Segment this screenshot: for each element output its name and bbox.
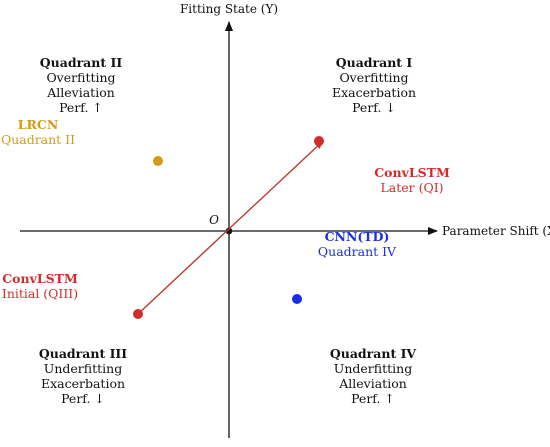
quadrant-iv-line-1: Underfitting [334,361,412,376]
quadrant-iii-block: Quadrant III Underfitting Exacerbation P… [39,346,127,406]
convlstm-initial-point [133,309,143,319]
lrcn-label: LRCN Quadrant II [1,117,75,147]
quadrant-iv-block: Quadrant IV Underfitting Alleviation Per… [330,346,417,406]
quadrant-i-block: Quadrant I Overfitting Exacerbation Perf… [332,55,416,115]
origin-dot [225,227,233,235]
quadrant-iv-line-3: Perf. ↑ [351,391,395,406]
quadrant-i-line-3: Perf. ↓ [352,100,396,115]
convlstm-later-point [314,136,324,146]
lrcn-name: LRCN [18,117,59,132]
quadrant-iii-title: Quadrant III [39,346,127,361]
convlstm-later-name: ConvLSTM [374,165,450,180]
convlstm-initial-sub: Initial (QIII) [2,286,78,301]
lrcn-point [153,156,163,166]
cnn-td-sub: Quadrant IV [318,244,397,259]
x-axis-label: Parameter Shift (X) [442,224,550,238]
quadrant-iv-line-2: Alleviation [338,376,407,391]
quadrant-i-line-1: Overfitting [339,70,408,85]
quadrant-ii-line-1: Overfitting [46,70,115,85]
convlstm-later-sub: Later (QI) [380,180,443,195]
quadrant-iv-title: Quadrant IV [330,346,417,361]
quadrant-iii-line-1: Underfitting [44,361,122,376]
lrcn-sub: Quadrant II [1,132,75,147]
origin-label: O [209,213,219,227]
quadrant-ii-line-3: Perf. ↑ [59,100,103,115]
cnn-td-name: CNN(TD) [325,229,390,244]
convlstm-later-label: ConvLSTM Later (QI) [374,165,450,195]
cnn-td-point [292,294,302,304]
quadrant-ii-line-2: Alleviation [46,85,115,100]
quadrant-iii-line-3: Perf. ↓ [61,391,105,406]
y-axis-label: Fitting State (Y) [180,2,278,16]
quadrant-ii-block: Quadrant II Overfitting Alleviation Perf… [40,55,123,115]
quadrant-ii-title: Quadrant II [40,55,123,70]
convlstm-initial-label: ConvLSTM Initial (QIII) [2,271,78,301]
cnn-td-label: CNN(TD) Quadrant IV [318,229,397,259]
convlstm-initial-name: ConvLSTM [2,271,78,286]
quadrant-iii-line-2: Exacerbation [41,376,125,391]
quadrant-i-line-2: Exacerbation [332,85,416,100]
convlstm-trajectory-arrow [137,140,324,315]
quadrant-i-title: Quadrant I [336,55,413,70]
